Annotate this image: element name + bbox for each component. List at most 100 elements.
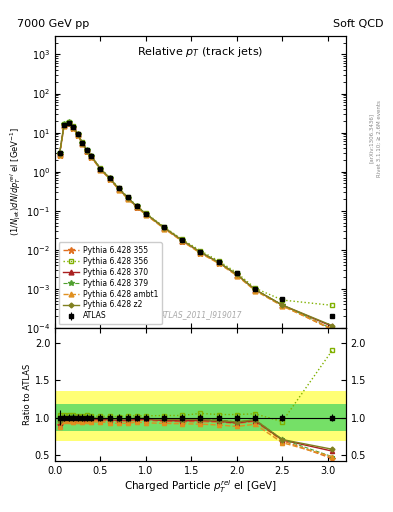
Pythia 6.428 z2 [125,195,130,201]
Pythia 6.428 ambt1 [180,238,185,244]
Pythia 6.428 356 [253,285,257,291]
Pythia 6.428 z2 [280,302,285,308]
Pythia 6.428 z2 [253,286,257,292]
Pythia 6.428 ambt1 [75,132,80,138]
Pythia 6.428 z2 [107,175,112,181]
Pythia 6.428 370 [143,211,148,217]
Pythia 6.428 z2 [62,122,66,128]
Pythia 6.428 355 [75,132,80,138]
Pythia 6.428 355 [84,148,89,154]
Text: Soft QCD: Soft QCD [333,18,384,29]
Pythia 6.428 356 [62,121,66,127]
Pythia 6.428 z2 [143,210,148,217]
Line: Pythia 6.428 356: Pythia 6.428 356 [57,120,334,308]
Pythia 6.428 370 [62,122,66,128]
Pythia 6.428 370 [116,186,121,192]
Pythia 6.428 z2 [330,323,334,329]
Line: Pythia 6.428 z2: Pythia 6.428 z2 [58,121,334,327]
Pythia 6.428 z2 [75,131,80,137]
Line: Pythia 6.428 379: Pythia 6.428 379 [57,120,335,332]
Pythia 6.428 z2 [80,140,84,146]
Pythia 6.428 355 [198,249,203,255]
Pythia 6.428 ambt1 [125,196,130,202]
Pythia 6.428 356 [216,258,221,264]
Pythia 6.428 ambt1 [162,225,167,231]
Pythia 6.428 356 [234,270,239,276]
Pythia 6.428 356 [143,210,148,216]
Pythia 6.428 355 [62,122,66,129]
Pythia 6.428 379 [234,271,239,278]
X-axis label: Charged Particle $p^{rel}_{T}$ el [GeV]: Charged Particle $p^{rel}_{T}$ el [GeV] [124,478,277,495]
Pythia 6.428 379 [98,166,103,172]
Pythia 6.428 ambt1 [57,153,62,159]
Pythia 6.428 356 [66,119,71,125]
Pythia 6.428 ambt1 [107,176,112,182]
Pythia 6.428 379 [180,237,185,243]
Pythia 6.428 z2 [84,147,89,154]
Y-axis label: Ratio to ATLAS: Ratio to ATLAS [23,364,32,425]
Pythia 6.428 ambt1 [143,211,148,218]
Pythia 6.428 355 [71,124,75,131]
Pythia 6.428 370 [98,166,103,172]
Pythia 6.428 356 [107,175,112,181]
Pythia 6.428 370 [134,204,139,210]
Pythia 6.428 370 [57,151,62,157]
Pythia 6.428 370 [280,302,285,308]
Text: 7000 GeV pp: 7000 GeV pp [17,18,90,29]
Pythia 6.428 379 [57,150,62,156]
Pythia 6.428 ambt1 [330,326,334,332]
Pythia 6.428 356 [71,123,75,130]
Pythia 6.428 379 [71,123,75,130]
Pythia 6.428 370 [66,120,71,126]
Pythia 6.428 356 [162,224,167,230]
Pythia 6.428 ambt1 [62,122,66,129]
Pythia 6.428 ambt1 [84,148,89,155]
Line: Pythia 6.428 370: Pythia 6.428 370 [57,120,334,329]
Pythia 6.428 355 [330,327,334,333]
Pythia 6.428 370 [80,140,84,146]
Pythia 6.428 379 [330,326,334,332]
Pythia 6.428 356 [330,302,334,308]
Pythia 6.428 356 [116,185,121,191]
Pythia 6.428 379 [253,286,257,292]
Pythia 6.428 379 [280,302,285,308]
Pythia 6.428 ambt1 [71,125,75,131]
Pythia 6.428 355 [89,154,94,160]
Pythia 6.428 379 [80,140,84,146]
Pythia 6.428 355 [57,152,62,158]
Pythia 6.428 ambt1 [216,260,221,266]
Pythia 6.428 379 [75,131,80,137]
Pythia 6.428 370 [234,271,239,278]
Line: Pythia 6.428 355: Pythia 6.428 355 [56,120,336,333]
Pythia 6.428 ambt1 [80,141,84,147]
Pythia 6.428 z2 [57,151,62,157]
Pythia 6.428 356 [89,153,94,159]
Pythia 6.428 370 [125,195,130,201]
Pythia 6.428 370 [330,323,334,329]
Pythia 6.428 379 [116,185,121,191]
Pythia 6.428 355 [162,225,167,231]
Pythia 6.428 356 [57,150,62,156]
Pythia 6.428 z2 [180,237,185,243]
Legend: Pythia 6.428 355, Pythia 6.428 356, Pythia 6.428 370, Pythia 6.428 379, Pythia 6: Pythia 6.428 355, Pythia 6.428 356, Pyth… [59,242,162,324]
Pythia 6.428 ambt1 [253,287,257,293]
Pythia 6.428 379 [84,147,89,154]
Pythia 6.428 379 [143,210,148,217]
Pythia 6.428 379 [216,259,221,265]
Pythia 6.428 ambt1 [98,166,103,173]
Pythia 6.428 355 [253,287,257,293]
Pythia 6.428 z2 [234,271,239,278]
Pythia 6.428 z2 [66,120,71,126]
Pythia 6.428 355 [234,272,239,278]
Pythia 6.428 ambt1 [116,186,121,193]
Pythia 6.428 355 [216,260,221,266]
Pythia 6.428 z2 [71,124,75,130]
Line: Pythia 6.428 ambt1: Pythia 6.428 ambt1 [57,121,334,331]
Pythia 6.428 z2 [89,153,94,159]
Pythia 6.428 z2 [134,203,139,209]
Pythia 6.428 356 [84,147,89,153]
Pythia 6.428 ambt1 [280,303,285,309]
Text: Relative $p_T$ (track jets): Relative $p_T$ (track jets) [137,45,264,58]
Pythia 6.428 379 [198,249,203,255]
Pythia 6.428 356 [134,203,139,209]
